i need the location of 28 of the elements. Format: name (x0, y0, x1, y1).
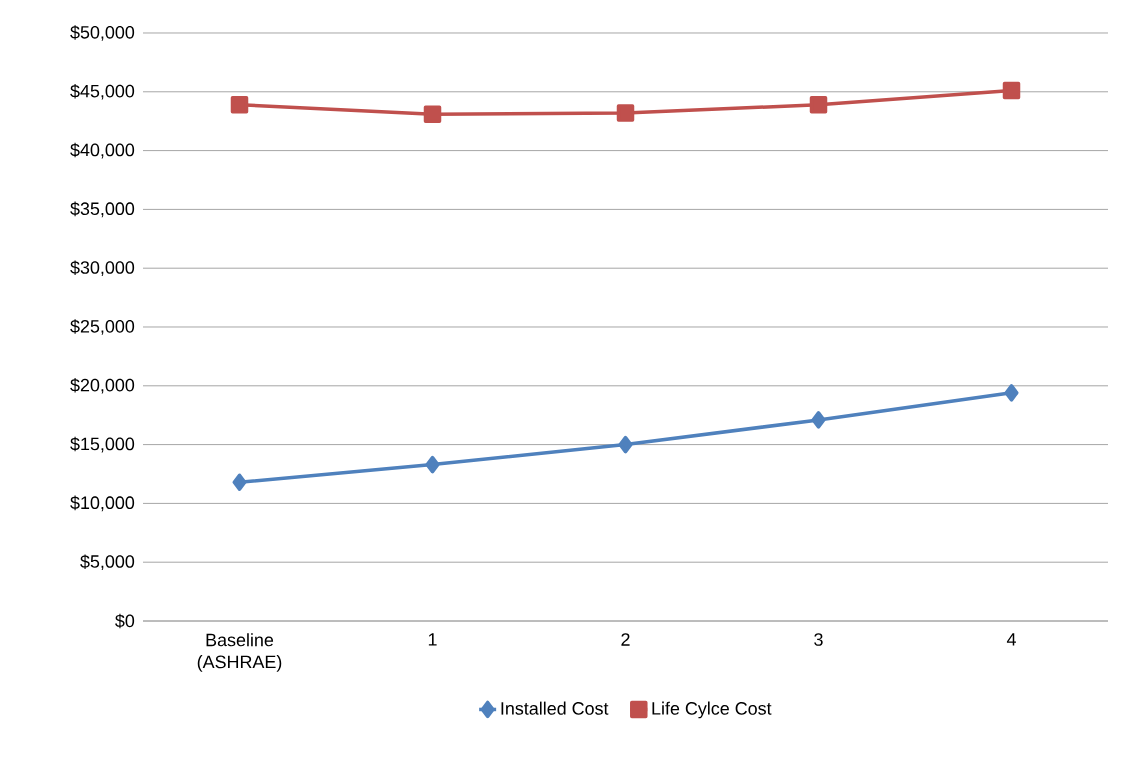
y-tick-label: $20,000 (70, 378, 135, 394)
x-tick-label: 3 (814, 633, 823, 646)
x-tick-label: 4 (1006, 633, 1016, 646)
point (1002, 81, 1021, 100)
point (811, 411, 826, 429)
legend-label: Life Cylce Cost (652, 701, 772, 719)
x-tick-label: 2 (621, 633, 630, 646)
x-tick-label: 1 (428, 633, 437, 646)
y-tick-label: $10,000 (70, 495, 135, 512)
y-tick-label: $45,000 (70, 84, 135, 100)
y-tick-label: $5,000 (80, 554, 135, 570)
point (425, 455, 440, 474)
y-tick-label: $25,000 (70, 319, 135, 335)
y-tick-label: $50,000 (70, 25, 135, 41)
x-tick-label: Baseline (ASHRAE) (197, 633, 282, 672)
y-tick-label: $40,000 (70, 142, 135, 159)
point (809, 95, 828, 114)
point (232, 473, 247, 491)
y-tick-label: $30,000 (70, 260, 135, 276)
y-tick-label: $0 (115, 613, 135, 629)
y-tick-label: $35,000 (70, 201, 135, 218)
point (618, 435, 633, 454)
point (1004, 384, 1019, 402)
y-tick-label: $15,000 (70, 436, 135, 453)
point (423, 105, 442, 123)
point (616, 104, 635, 122)
point (230, 95, 249, 114)
legend-label: Installed Cost (501, 701, 609, 715)
